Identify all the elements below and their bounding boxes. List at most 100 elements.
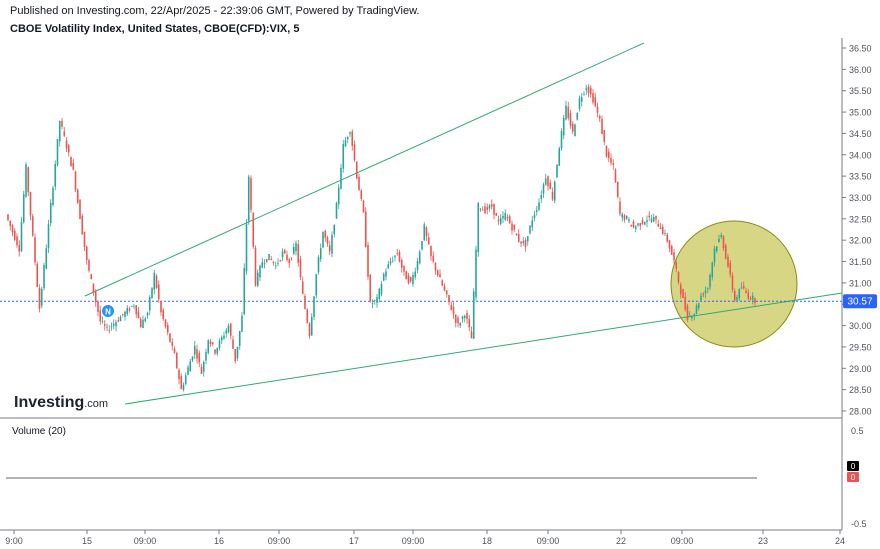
candle-body <box>466 312 468 320</box>
candle-body <box>409 277 412 282</box>
candle-body <box>605 145 608 157</box>
candle-body <box>540 195 543 200</box>
candle-body <box>367 244 369 277</box>
investing-logo: Investing.com <box>14 394 108 411</box>
candle-body <box>531 220 534 228</box>
candle-body <box>346 137 349 140</box>
candle-body <box>162 309 165 320</box>
candle-body <box>45 248 48 269</box>
candle-body <box>196 349 198 359</box>
candle-body <box>565 105 567 120</box>
candle-body <box>484 206 486 214</box>
logo-suffix: .com <box>84 398 108 410</box>
candle-body <box>542 184 545 194</box>
price-tick-label: 31.50 <box>849 257 872 267</box>
time-tick-label: 09:00 <box>537 536 560 546</box>
candle-body <box>666 234 669 242</box>
time-tick-label: 22 <box>616 536 626 546</box>
candle-body <box>7 214 9 220</box>
candle-body <box>668 240 671 249</box>
candle-body <box>335 202 338 219</box>
candle-body <box>580 97 583 102</box>
candle-body <box>423 224 426 241</box>
candle-body <box>418 251 421 264</box>
highlight-circle[interactable] <box>670 220 798 348</box>
candle-body <box>247 176 250 221</box>
candle-body <box>74 171 77 190</box>
candle-body <box>43 265 45 289</box>
candle-body <box>191 356 194 361</box>
candle-body <box>733 291 736 301</box>
candle-body <box>38 287 41 310</box>
candle-body <box>661 226 664 234</box>
candle-body <box>652 217 655 222</box>
candle-body <box>448 294 450 303</box>
news-event-marker[interactable] <box>102 305 114 317</box>
candle-body <box>319 248 322 260</box>
candle-body <box>299 259 302 278</box>
candle-body <box>592 93 594 103</box>
candle-body <box>607 151 610 159</box>
candle-body <box>333 224 336 235</box>
candle-body <box>693 314 696 316</box>
candle-body <box>691 317 693 319</box>
candle-body <box>49 202 52 224</box>
candle-body <box>535 209 538 212</box>
candle-body <box>301 281 304 294</box>
candle-body <box>265 259 268 262</box>
candle-body <box>184 375 187 385</box>
volume-badge-label: 0 <box>851 462 856 471</box>
candle-body <box>110 326 113 328</box>
candle-body <box>391 260 394 262</box>
candle-body <box>128 308 131 311</box>
candle-body <box>472 291 475 339</box>
time-tick-label: 09:00 <box>134 536 157 546</box>
candle-body <box>443 285 446 291</box>
candle-body <box>551 191 554 200</box>
candle-body <box>529 225 531 234</box>
candle-body <box>493 203 495 215</box>
candle-body <box>56 139 59 165</box>
candle-body <box>452 306 455 315</box>
candle-body <box>610 158 612 163</box>
candle-body <box>29 192 32 216</box>
candle-body <box>616 181 619 197</box>
candle-body <box>252 212 255 247</box>
candle-body <box>416 261 419 271</box>
candle-body <box>171 342 174 346</box>
candle-body <box>682 289 684 299</box>
candle-body <box>358 176 360 191</box>
time-tick-label: 15 <box>82 536 92 546</box>
candle-body <box>202 362 205 372</box>
candle-body <box>340 167 342 189</box>
candle-body <box>412 274 414 285</box>
lower-trendline[interactable] <box>124 292 843 405</box>
candle-body <box>259 265 261 278</box>
candle-body <box>25 164 27 197</box>
candle-body <box>229 323 232 336</box>
candle-body <box>675 262 678 269</box>
candles-group <box>7 84 756 392</box>
candle-body <box>61 120 63 127</box>
candle-body <box>427 237 430 245</box>
price-axis-ticks: 28.0028.5029.0029.5030.0030.5031.0031.50… <box>842 44 872 417</box>
candle-body <box>459 323 462 326</box>
candle-body <box>538 202 540 210</box>
candle-body <box>81 215 84 235</box>
candle-body <box>740 287 743 289</box>
candle-body <box>135 305 138 315</box>
candle-body <box>16 236 18 246</box>
candle-body <box>353 144 356 161</box>
candle-body <box>79 199 81 220</box>
candle-body <box>342 144 345 169</box>
candle-body <box>468 319 471 328</box>
candle-body <box>9 220 12 226</box>
candle-body <box>385 271 387 277</box>
candle-body <box>558 148 561 166</box>
candle-body <box>108 330 111 332</box>
upper-trendline[interactable] <box>84 42 645 297</box>
candle-body <box>47 224 50 249</box>
candle-body <box>220 337 223 341</box>
candle-body <box>684 296 687 310</box>
